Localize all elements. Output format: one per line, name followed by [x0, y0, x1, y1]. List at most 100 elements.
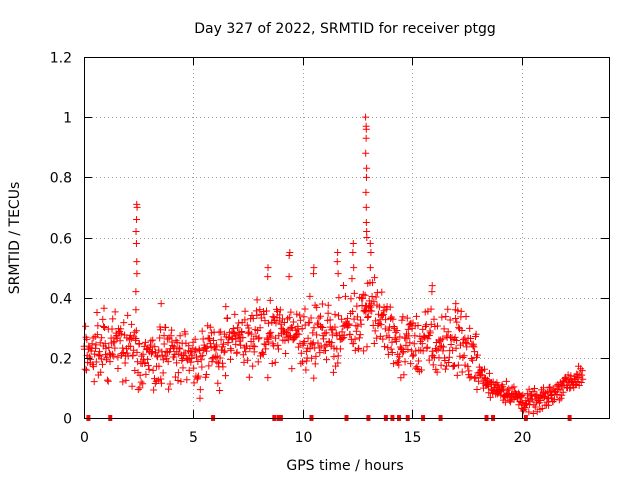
data-point — [368, 292, 376, 300]
data-point — [163, 335, 171, 343]
data-point — [287, 308, 295, 316]
data-point — [108, 325, 116, 333]
data-point — [170, 343, 178, 351]
data-point — [149, 366, 157, 374]
data-point — [297, 360, 305, 368]
data-point — [101, 324, 109, 332]
data-point — [264, 264, 272, 272]
data-point — [134, 386, 142, 394]
data-point — [450, 362, 458, 370]
data-point — [320, 335, 328, 343]
data-point — [293, 310, 301, 318]
data-point — [405, 321, 413, 329]
data-point — [409, 352, 417, 360]
chart-title: Day 327 of 2022, SRMTID for receiver ptg… — [194, 21, 496, 37]
data-point — [370, 339, 378, 347]
data-point — [452, 315, 460, 323]
data-point — [427, 305, 435, 313]
data-point — [87, 355, 95, 363]
data-point — [173, 359, 181, 367]
data-point — [313, 331, 321, 339]
data-point — [419, 347, 427, 355]
data-point — [185, 366, 193, 374]
data-point — [388, 349, 396, 357]
data-point — [356, 331, 364, 339]
data-point — [296, 311, 304, 319]
data-point — [321, 342, 329, 350]
data-point — [285, 273, 293, 281]
data-point — [164, 358, 172, 366]
data-point — [381, 325, 389, 333]
data-point — [300, 313, 308, 321]
data-point — [98, 334, 106, 342]
data-point — [206, 340, 214, 348]
data-point — [403, 314, 411, 322]
data-point — [308, 340, 316, 348]
data-point — [319, 323, 327, 331]
data-point — [199, 335, 207, 343]
data-point — [447, 340, 455, 348]
data-point — [234, 324, 242, 332]
data-point — [440, 343, 448, 351]
data-point — [111, 308, 119, 316]
data-point — [445, 353, 453, 361]
data-point — [455, 323, 463, 331]
data-point — [382, 316, 390, 324]
data-point — [373, 334, 381, 342]
data-point — [423, 343, 431, 351]
data-point — [104, 377, 112, 385]
data-point — [204, 334, 212, 342]
data-point — [185, 342, 193, 350]
data-point — [415, 357, 423, 365]
data-point — [451, 306, 459, 314]
data-point — [458, 326, 466, 334]
data-point — [442, 312, 450, 320]
data-point — [333, 258, 341, 266]
data-point — [132, 327, 140, 335]
axis-ticks: 0 0.2 0.4 0.6 0.8 1 1.2 0 5 10 15 20 — [50, 51, 609, 446]
data-point — [89, 363, 97, 371]
data-point — [314, 339, 322, 347]
data-point — [541, 393, 549, 401]
data-point — [258, 349, 266, 357]
data-point — [412, 364, 420, 372]
data-point — [157, 300, 165, 308]
data-point — [206, 335, 214, 343]
data-point — [97, 368, 105, 376]
data-point — [302, 347, 310, 355]
data-point — [341, 292, 349, 300]
data-point — [81, 365, 89, 373]
x-tick-label: 10 — [295, 430, 313, 446]
data-point — [197, 356, 205, 364]
data-point — [323, 356, 331, 364]
data-point — [96, 339, 104, 347]
data-point — [469, 356, 477, 364]
data-point — [324, 309, 332, 317]
data-point — [349, 240, 357, 248]
data-point — [410, 340, 418, 348]
data-point — [355, 334, 363, 342]
data-point — [375, 303, 383, 311]
data-point — [288, 324, 296, 332]
y-tick-label: 0.2 — [50, 352, 72, 368]
data-point — [347, 295, 355, 303]
data-point — [336, 345, 344, 353]
data-point — [96, 352, 104, 360]
data-point — [318, 300, 326, 308]
data-point — [578, 367, 586, 375]
data-point — [437, 361, 445, 369]
data-point — [160, 340, 168, 348]
data-point — [310, 374, 318, 382]
data-point — [173, 338, 181, 346]
data-point — [224, 338, 232, 346]
data-point — [109, 339, 117, 347]
data-point — [297, 349, 305, 357]
data-point — [221, 347, 229, 355]
data-point — [402, 341, 410, 349]
data-point — [264, 319, 272, 327]
data-point — [388, 338, 396, 346]
data-point — [338, 315, 346, 323]
data-point — [93, 309, 101, 317]
data-point — [268, 360, 276, 368]
data-point — [525, 408, 533, 416]
